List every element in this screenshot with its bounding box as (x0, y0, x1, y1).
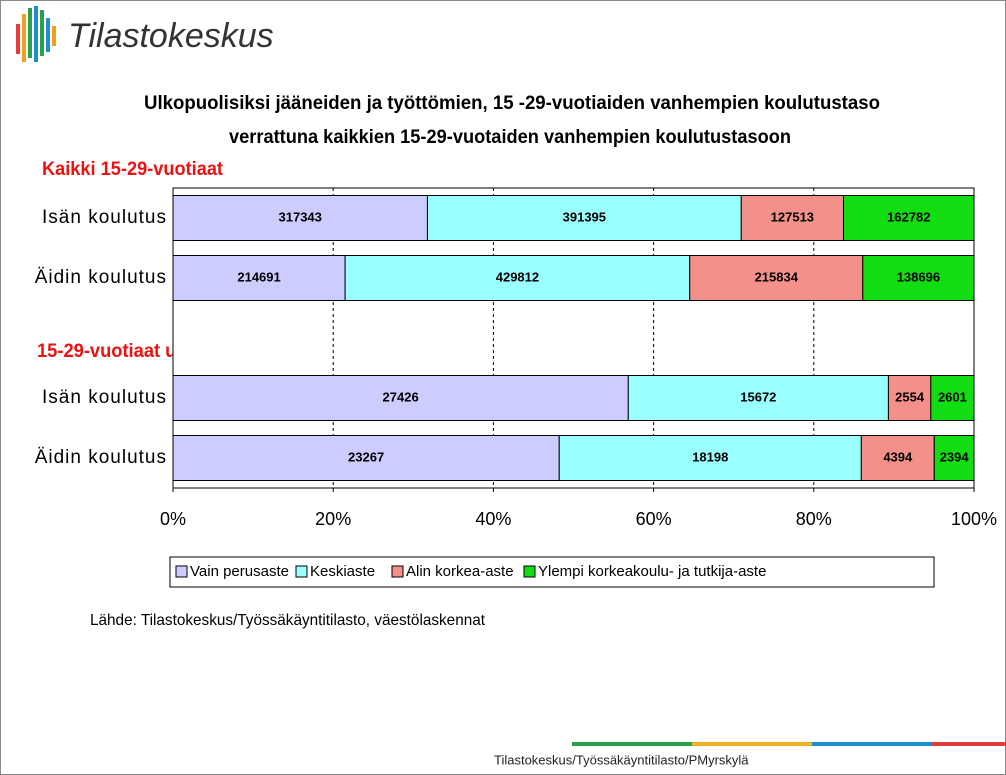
legend-swatch (295, 565, 308, 578)
y-tick-label: Äidin koulutus (35, 447, 167, 468)
footer-stripe (572, 742, 1006, 746)
legend-swatch (175, 565, 188, 578)
chart-title: verrattuna kaikkien 15-29-vuotaiden vanh… (229, 127, 791, 148)
bar-segment (627, 375, 889, 421)
data-label: 15672 (740, 389, 776, 404)
bar-segment (344, 255, 691, 301)
bar-segment (860, 435, 935, 481)
bar-segment (933, 435, 975, 481)
data-label: 127513 (771, 209, 814, 224)
source-note: Lähde: Tilastokeskus/Työssäkäyntitilasto… (90, 612, 486, 629)
footer-text: Tilastokeskus/Työssäkäyntitilasto/PMyrsk… (494, 752, 749, 767)
x-tick-label: 80% (796, 509, 832, 529)
data-label: 23267 (348, 449, 384, 464)
data-label: 215834 (755, 269, 799, 284)
legend: Vain perusaste Keskiaste Alin korkea-aste Y… (175, 563, 766, 580)
data-label: 2601 (938, 389, 967, 404)
legend-swatch (523, 565, 536, 578)
plot-area: 0% 20% 40% 60% 80% 100% Isän koulutus 317343 391… (35, 187, 997, 529)
bar-segment (862, 255, 975, 301)
data-label: 162782 (887, 209, 930, 224)
bar-segment (689, 255, 864, 301)
y-tick-label: Isän koulutus (42, 387, 167, 408)
data-label: 4394 (883, 449, 913, 464)
y-tick-label: Äidin koulutus (35, 267, 167, 288)
bar-segment (172, 195, 428, 241)
legend-label: Alin korkea-aste (406, 563, 514, 580)
legend-label: Vain perusaste (190, 563, 289, 580)
legend-label: Keskiaste (310, 563, 375, 580)
bar-segment (172, 375, 629, 421)
data-label: 138696 (897, 269, 940, 284)
data-label: 317343 (279, 209, 322, 224)
x-tick-label: 40% (475, 509, 511, 529)
legend-swatch (391, 565, 404, 578)
data-label: 214691 (237, 269, 280, 284)
data-label: 391395 (563, 209, 606, 224)
data-label: 27426 (383, 389, 419, 404)
bar-segment (426, 195, 742, 241)
y-tick-label: Isän koulutus (42, 207, 167, 228)
logo-text: Tilastokeskus (68, 17, 274, 55)
x-tick-label: 20% (315, 509, 351, 529)
bar-segment (172, 255, 346, 301)
data-label: 18198 (692, 449, 728, 464)
bar-segment (558, 435, 862, 481)
bar-segment (842, 195, 975, 241)
data-label: 2554 (895, 389, 925, 404)
logo-icon (16, 6, 56, 62)
x-tick-label: 100% (951, 509, 997, 529)
chart-title: Ulkopuolisiksi jääneiden ja työttömien, … (144, 93, 880, 114)
x-tick-label: 60% (636, 509, 672, 529)
legend-label: Ylempi korkeakoulu- ja tutkija-aste (538, 563, 766, 580)
x-tick-label: 0% (160, 509, 186, 529)
data-label: 429812 (496, 269, 539, 284)
data-label: 2394 (940, 449, 970, 464)
bar-segment (930, 375, 975, 421)
group-label: Kaikki 15-29-vuotiaat (42, 159, 224, 180)
